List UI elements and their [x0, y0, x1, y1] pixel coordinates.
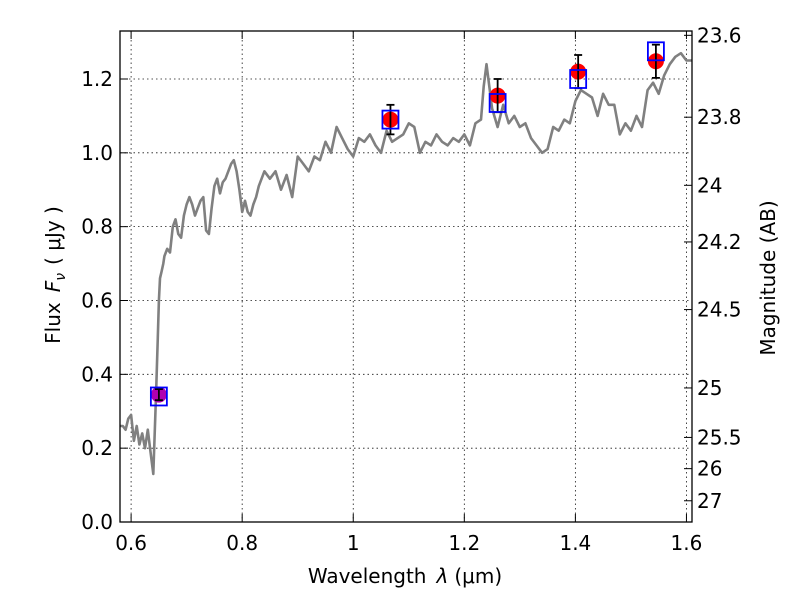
magnitude-tick-label: 24: [697, 173, 722, 197]
magnitude-axis-ticks: 23.6 23.8 24 24.2 24.5 25 25.5 26 27: [684, 23, 742, 513]
photometry-point: [149, 386, 168, 407]
template-sed-line: [120, 51, 692, 476]
magnitude-tick-label: 24.5: [697, 298, 742, 322]
photometry-point: [488, 78, 507, 114]
x-axis-label-text: Wavelength: [308, 564, 427, 588]
x-tick-label: 1: [347, 531, 360, 555]
magnitude-tick-label: 23.8: [697, 105, 742, 129]
y-tick-label: 0.2: [81, 436, 113, 460]
y-axis-label-unit: ( μJy ): [41, 206, 65, 265]
grid: [120, 31, 692, 523]
magnitude-tick-label: 26: [697, 457, 722, 481]
y-axis-label-text: Flux: [41, 302, 65, 344]
magnitude-tick-label: 25: [697, 376, 722, 400]
y-axis-label-symbol: F: [41, 280, 65, 292]
photometry-point: [381, 103, 400, 136]
x-tick-label: 1.4: [559, 531, 591, 555]
magnitude-axis-label: Magnitude (AB): [756, 200, 780, 355]
y-axis-ticks: 0.0 0.2 0.4 0.6 0.8 1.0 1.2: [81, 67, 128, 534]
y-axis-label-sub: ν: [53, 273, 69, 281]
photometry-points: [149, 41, 665, 407]
template-sed-layer: [120, 51, 692, 476]
y-tick-label: 1.2: [81, 67, 113, 91]
x-axis-ticks: 0.6 0.8 1 1.2 1.4 1.6: [115, 31, 702, 555]
model-flux-box: [488, 93, 507, 113]
magnitude-tick-label: 23.6: [697, 23, 742, 47]
y-tick-label: 0.8: [81, 215, 113, 239]
y-tick-label: 0.4: [81, 362, 113, 386]
y-tick-label: 0.6: [81, 288, 113, 312]
x-axis-label: Wavelength λ (μm): [308, 564, 502, 588]
magnitude-tick-label: 25.5: [697, 425, 742, 449]
x-tick-label: 0.6: [115, 531, 147, 555]
photometry-point: [647, 41, 665, 79]
photometry-point: [569, 54, 588, 90]
magnitude-tick-label: 24.2: [697, 230, 742, 254]
y-tick-label: 1.0: [81, 141, 113, 165]
model-flux-box: [381, 109, 400, 130]
y-tick-label: 0.0: [81, 510, 113, 534]
model-flux-box: [149, 386, 168, 407]
x-axis-label-unit: (μm): [454, 564, 502, 588]
x-tick-label: 0.8: [226, 531, 258, 555]
magnitude-tick-label: 27: [697, 489, 722, 513]
model-flux-box: [647, 41, 665, 62]
x-axis-label-symbol: λ: [436, 564, 449, 588]
plot-frame: [119, 30, 693, 523]
x-tick-label: 1.2: [448, 531, 480, 555]
x-tick-label: 1.6: [671, 531, 703, 555]
model-flux-box: [569, 69, 588, 89]
y-axis-label: Flux Fν ( μJy ): [41, 206, 69, 344]
